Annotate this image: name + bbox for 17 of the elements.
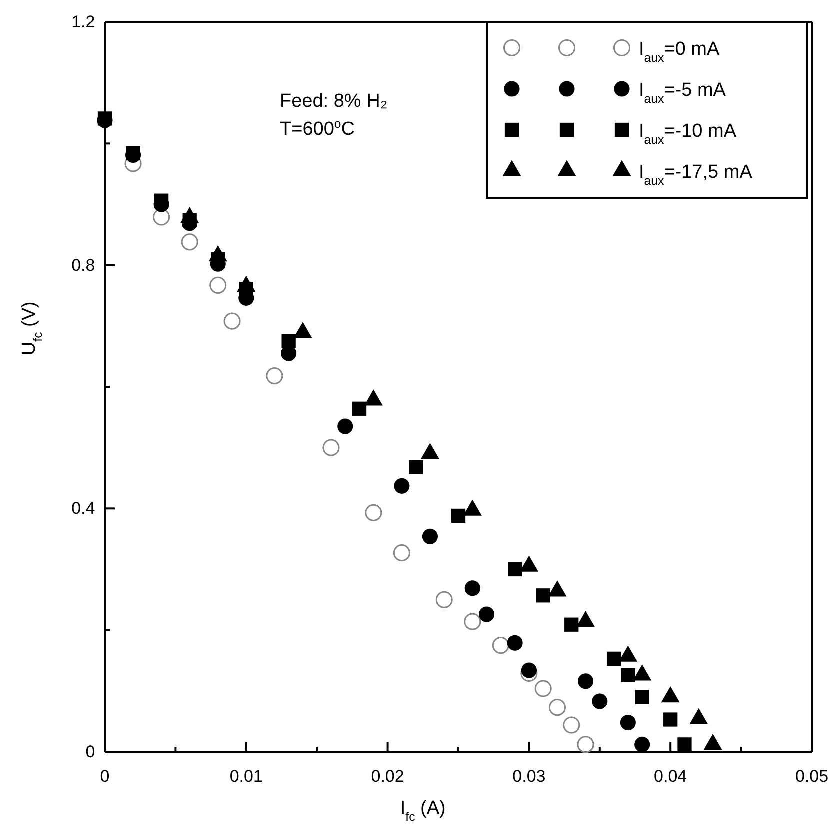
y-tick-label: 0.4 <box>72 499 96 518</box>
legend-label: I$_{aux}$=-10 mA <box>639 121 737 147</box>
y-tick-label: 1.2 <box>72 12 96 32</box>
x-tick-label: 0.01 <box>230 767 263 786</box>
y-tick-label: 0.8 <box>72 256 96 275</box>
y-tick-label: 0 <box>86 742 96 762</box>
x-tick-label: 0.02 <box>371 767 404 786</box>
annotation: Feed: 8% H₂ <box>280 91 388 112</box>
annotation: T=600$^{o}$C <box>280 117 356 140</box>
legend-label: I$_{aux}$=0 mA <box>639 39 720 65</box>
x-axis-title: I$_{fc}$ (A) <box>400 798 446 824</box>
x-tick-label: 0.03 <box>512 767 546 786</box>
x-tick-label: 0.05 <box>795 767 829 786</box>
x-tick-label: 0.04 <box>654 767 688 786</box>
x-tick-label: 0 <box>100 767 110 786</box>
legend-label: I$_{aux}$=-5 mA <box>639 80 726 106</box>
legend-label: I$_{aux}$=-17,5 mA <box>639 162 753 188</box>
